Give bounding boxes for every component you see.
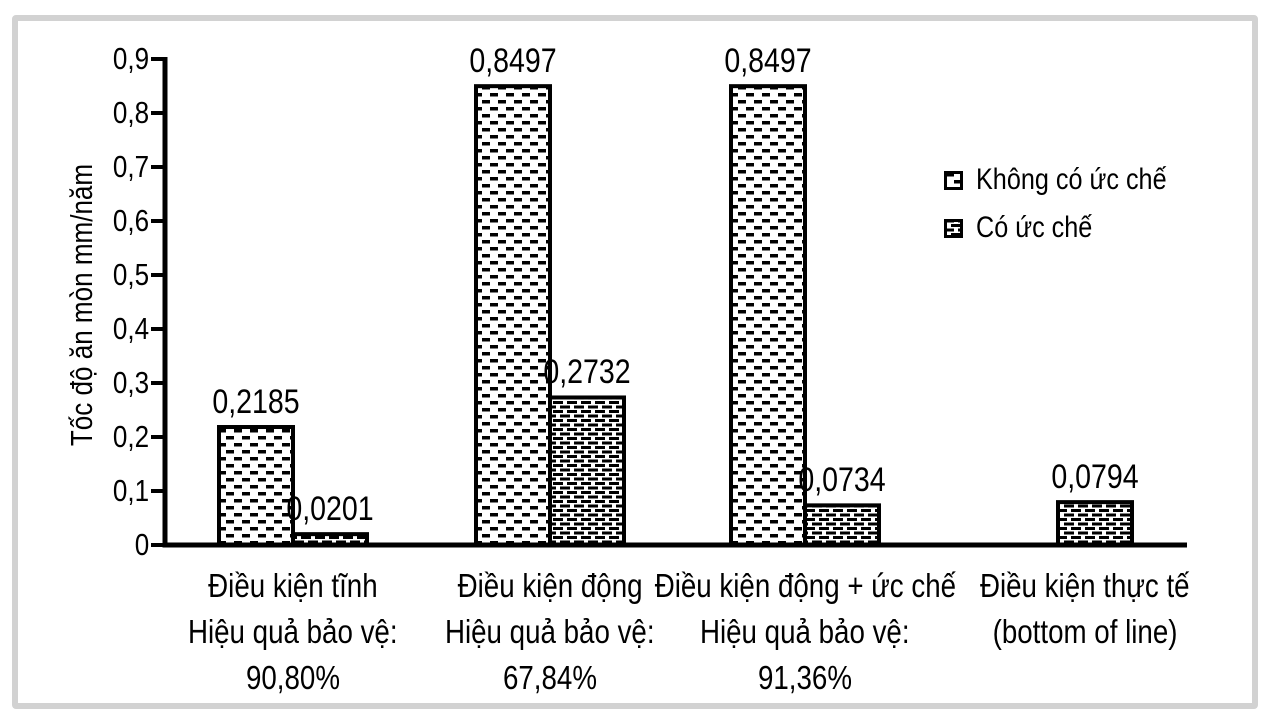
bar (474, 84, 552, 548)
bar (729, 84, 807, 548)
bar-value-label: 0,2185 (146, 383, 366, 421)
y-axis-tick (151, 165, 165, 169)
y-axis-tick-label: 0,7 (39, 149, 149, 185)
category-label-text: 90,80% (245, 659, 341, 696)
legend-label-with-inhibitor: Có ức chế (976, 211, 1093, 244)
y-axis-tick (151, 543, 165, 547)
bar-value-label: 0,8497 (403, 42, 623, 80)
bar-value-text: 0,2732 (543, 353, 631, 392)
bar-value-label: 0,0734 (732, 461, 952, 499)
bar-value-label: 0,0794 (985, 458, 1205, 496)
y-axis-tick-label-text: 0,9 (112, 41, 149, 76)
legend-item-with-inhibitor: Có ức chế (944, 204, 1203, 252)
y-axis-tick-label: 0,8 (39, 95, 149, 131)
y-axis-tick-label-text: 0,8 (112, 95, 149, 130)
bar-value-text: 0,0734 (798, 461, 886, 500)
category-label-line: (bottom of line) (905, 609, 1265, 655)
chart-frame (12, 15, 1258, 709)
bar-value-label: 0,8497 (658, 42, 878, 80)
y-axis-tick-label-text: 0,4 (112, 311, 149, 346)
category-label: Điều kiện động + ức chế Hiệu quả bảo vệ: 9… (625, 563, 985, 701)
category-label-line: Hiệu quả bảo vệ: (370, 609, 730, 655)
legend-label-no-inhibitor: Không có ức chế (976, 163, 1167, 196)
legend: Không có ức chế Có ức chế (944, 156, 1203, 252)
category-label-text: Điều kiện thực tế (980, 567, 1190, 604)
y-axis-tick-label-text: 0,7 (112, 149, 149, 184)
y-axis-tick (151, 219, 165, 223)
y-axis-line (162, 57, 168, 548)
category-label-text: Điều kiện động (457, 567, 643, 604)
category-label-line: Điều kiện tĩnh (113, 563, 473, 609)
y-axis-tick-label: 0 (39, 527, 149, 563)
y-axis-tick-label-text: 0,2 (112, 419, 149, 454)
bar (1056, 500, 1134, 547)
y-axis-tick-label: 0,6 (39, 203, 149, 239)
bar (803, 503, 881, 548)
legend-swatch-dense-pattern-icon (944, 218, 963, 238)
category-label-text: Điều kiện tĩnh (208, 567, 378, 604)
y-axis-tick (151, 273, 165, 277)
y-axis-tick-label-text: 0,1 (112, 473, 149, 508)
y-axis-tick-label: 0,3 (39, 365, 149, 401)
bar-value-text: 0,2185 (212, 383, 300, 421)
category-label: Điều kiện tĩnh Hiệu quả bảo vệ: 90,80% (113, 563, 473, 701)
y-axis-tick-label-text: 0 (134, 527, 149, 562)
y-axis-tick-label-text: 0,3 (112, 365, 149, 400)
bar-value-text: 0,0794 (1051, 458, 1139, 497)
category-label-text: 91,36% (757, 659, 853, 696)
category-label-line: 91,36% (625, 655, 985, 701)
y-axis-tick-label-text: 0,5 (112, 257, 149, 292)
legend-item-no-inhibitor: Không có ức chế (944, 156, 1203, 204)
bar-value-text: 0,8497 (469, 42, 557, 81)
y-axis-tick (151, 111, 165, 115)
category-label-text: 67,84% (502, 659, 598, 696)
category-label: Điều kiện thực tế (bottom of line) (905, 563, 1265, 655)
category-label-text: (bottom of line) (992, 613, 1178, 650)
x-axis-line (162, 542, 1187, 548)
y-axis-tick-label-text: 0,6 (112, 203, 149, 238)
category-label-line: 67,84% (370, 655, 730, 701)
y-axis-tick-label: 0,4 (39, 311, 149, 347)
bar-value-text: 0,0201 (286, 490, 374, 529)
y-axis-tick (151, 327, 165, 331)
category-label: Điều kiện động Hiệu quả bảo vệ: 67,84% (370, 563, 730, 701)
y-axis-tick (151, 489, 165, 493)
category-label-text: Hiệu quả bảo vệ: (188, 613, 398, 650)
y-axis-tick-label: 0,2 (39, 419, 149, 455)
category-label-text: Hiệu quả bảo vệ: (700, 613, 910, 650)
category-label-line: 90,80% (113, 655, 473, 701)
y-axis-tick (151, 435, 165, 439)
bar (548, 395, 626, 547)
y-axis-tick (151, 381, 165, 385)
category-label-line: Điều kiện động (370, 563, 730, 609)
y-axis-tick (151, 57, 165, 61)
bar-value-label: 0,2732 (477, 353, 697, 391)
y-axis-tick-label: 0,5 (39, 257, 149, 293)
category-label-text: Hiệu quả bảo vệ: (445, 613, 655, 650)
category-label-text: Điều kiện động + ức chế (654, 567, 956, 604)
legend-swatch-sparse-pattern-icon (944, 170, 963, 190)
y-axis-tick-label: 0,1 (39, 473, 149, 509)
category-label-line: Hiệu quả bảo vệ: (113, 609, 473, 655)
category-label-line: Điều kiện động + ức chế (625, 563, 985, 609)
bar-value-text: 0,8497 (724, 42, 812, 81)
category-label-line: Hiệu quả bảo vệ: (625, 609, 985, 655)
category-label-line: Điều kiện thực tế (905, 563, 1265, 609)
y-axis-tick-label: 0,9 (39, 41, 149, 77)
bar-value-label: 0,0201 (220, 490, 440, 528)
